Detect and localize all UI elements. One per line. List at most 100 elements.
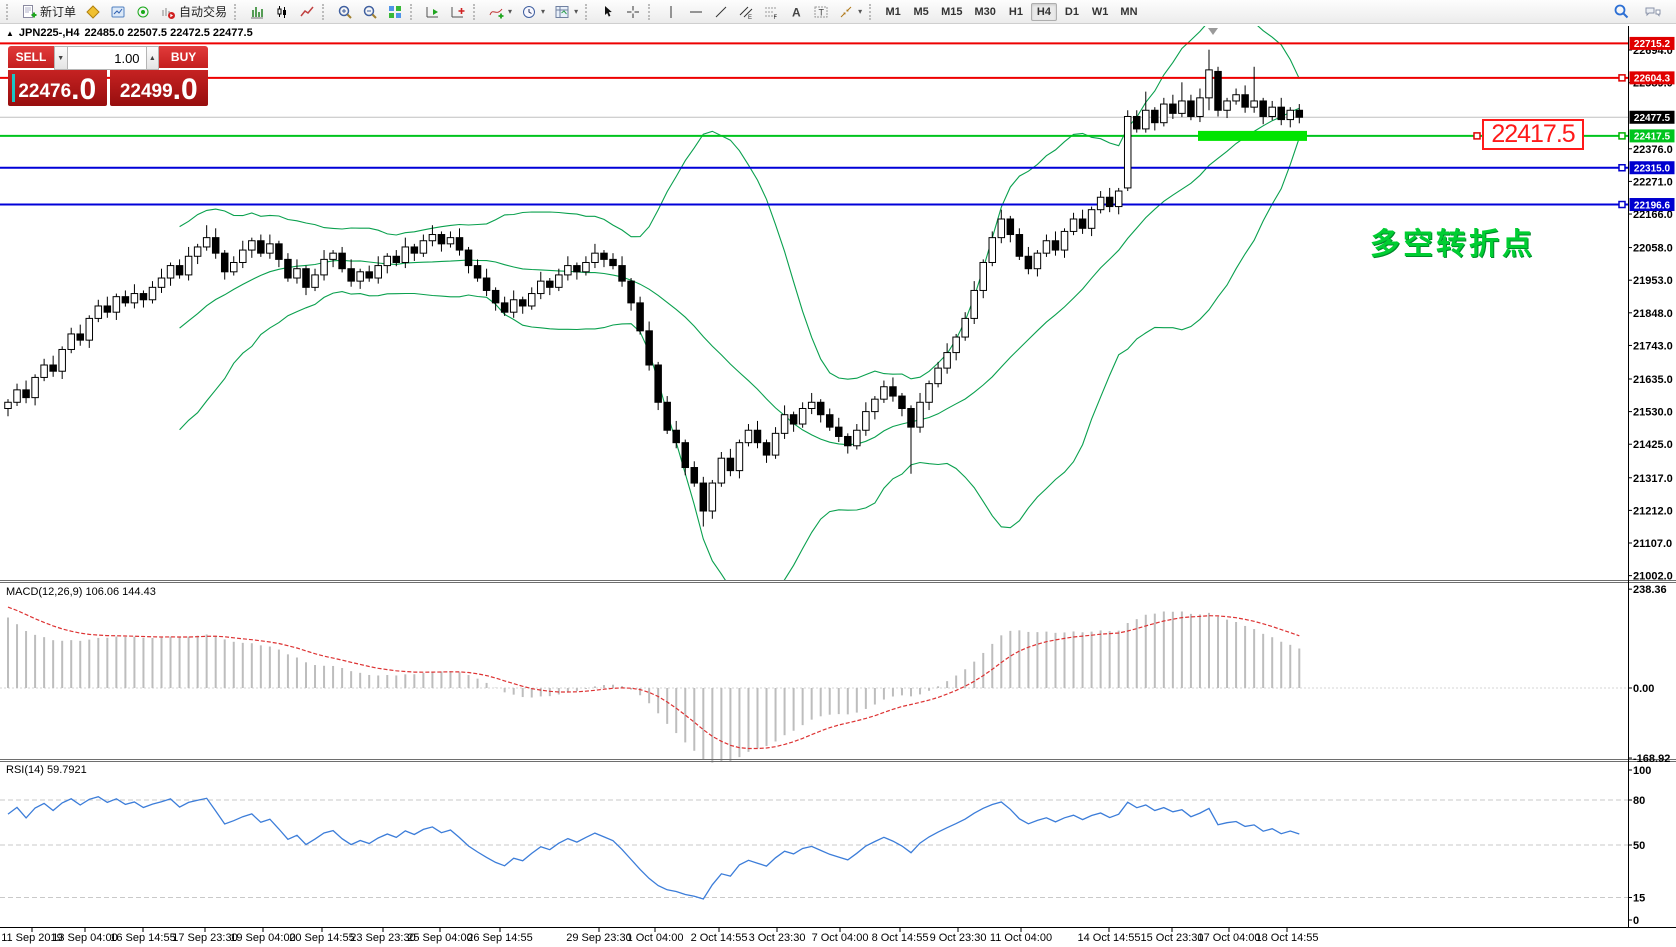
svg-text:22166.0: 22166.0	[1633, 209, 1673, 221]
line-chart-button[interactable]	[295, 2, 319, 22]
market-watch-button[interactable]	[106, 2, 130, 22]
chart-shift-button[interactable]	[446, 2, 470, 22]
rsi-pane	[0, 795, 1628, 900]
auto-scroll-button[interactable]	[421, 2, 445, 22]
svg-text:15: 15	[1633, 893, 1645, 905]
horizontal-line-button[interactable]	[684, 2, 708, 22]
periods-button[interactable]: ▾	[517, 2, 549, 22]
price-axis[interactable]: 22694.022589.022376.022271.022166.022058…	[1628, 36, 1675, 583]
chevron-down-icon[interactable]: ▾	[858, 7, 863, 16]
svg-text:29 Sep 23:30: 29 Sep 23:30	[566, 932, 631, 944]
chart-shift-marker[interactable]	[1208, 28, 1218, 35]
level-lines[interactable]	[0, 42, 1628, 206]
bar-chart-button[interactable]	[245, 2, 269, 22]
crosshair-button[interactable]	[621, 2, 645, 22]
one-click-trading-panel: SELL ▼ ▲ BUY 22476 .0 22499 .0	[8, 46, 208, 106]
support-zone-bar[interactable]	[1198, 130, 1307, 141]
tab-timeframe-M1[interactable]: M1	[880, 3, 906, 21]
profile-icon	[111, 6, 125, 17]
svg-text:19 Sep 04:00: 19 Sep 04:00	[230, 932, 295, 944]
bollinger-bands	[179, 26, 1300, 580]
toolbar-grip[interactable]	[473, 3, 479, 20]
chat-button[interactable]	[1640, 2, 1666, 22]
buy-button[interactable]: BUY	[159, 46, 208, 70]
toolbar-grip[interactable]	[648, 3, 654, 20]
ticket-button[interactable]	[81, 2, 105, 22]
toolbar-grip[interactable]	[6, 3, 12, 20]
toolbar-grip[interactable]	[410, 3, 416, 20]
auto-trading-label: 自动交易	[179, 5, 228, 19]
new-order-label: 新订单	[40, 5, 77, 19]
tab-timeframe-M15[interactable]: M15	[936, 3, 967, 21]
channel-button[interactable]: E	[734, 2, 758, 22]
arrow-shapes-icon	[840, 6, 852, 17]
zoom-in-button[interactable]	[333, 2, 357, 22]
auto-trading-icon	[162, 7, 176, 19]
svg-text:3 Oct 23:30: 3 Oct 23:30	[749, 932, 806, 944]
svg-text:100: 100	[1633, 765, 1651, 777]
tile-windows-button[interactable]	[383, 2, 407, 22]
svg-text:-168.92: -168.92	[1633, 753, 1670, 765]
text-button[interactable]: A	[784, 2, 808, 22]
trendline-button[interactable]	[709, 2, 733, 22]
turning-point-annotation[interactable]: 多空转折点	[1370, 228, 1535, 261]
svg-text:F: F	[774, 15, 778, 20]
toolbar-grip[interactable]	[322, 3, 328, 20]
auto-trading-button[interactable]: 自动交易	[156, 2, 231, 22]
svg-text:11 Oct 04:00: 11 Oct 04:00	[990, 932, 1052, 944]
new-order-button[interactable]: 新订单	[17, 2, 80, 22]
svg-text:T: T	[819, 7, 825, 17]
arrow-shapes-button[interactable]: ▾	[834, 2, 866, 22]
tab-timeframe-MN[interactable]: MN	[1115, 3, 1142, 21]
sell-button[interactable]: SELL	[8, 46, 54, 70]
cursor-button[interactable]	[596, 2, 620, 22]
templates-button[interactable]: ▾	[550, 2, 582, 22]
search-button[interactable]	[1609, 2, 1634, 22]
tab-timeframe-H1[interactable]: H1	[1003, 3, 1029, 21]
indicators-button[interactable]: ▾	[484, 2, 516, 22]
svg-text:21848.0: 21848.0	[1633, 308, 1673, 320]
line-anchors[interactable]	[1473, 74, 1626, 209]
toolbar-grip[interactable]	[585, 3, 591, 20]
signal-button[interactable]	[131, 2, 155, 22]
chevron-down-icon[interactable]: ▾	[541, 7, 546, 16]
toolbar-grip[interactable]	[869, 3, 875, 20]
price-level-annotation[interactable]: 22417.5	[1482, 119, 1584, 150]
collapse-triangle-icon[interactable]: ▲	[6, 28, 14, 38]
zoom-out-button[interactable]	[358, 2, 382, 22]
svg-text:E: E	[748, 15, 752, 20]
text-label-button[interactable]: T	[809, 2, 833, 22]
tab-timeframe-D1[interactable]: D1	[1059, 3, 1085, 21]
candlestick-chart-button[interactable]	[270, 2, 294, 22]
volume-input[interactable]	[67, 46, 146, 70]
volume-increase-button[interactable]: ▲	[145, 46, 160, 70]
sell-price-main: 22476	[18, 81, 72, 102]
tab-timeframe-M30[interactable]: M30	[970, 3, 1001, 21]
text-icon: A	[792, 5, 801, 19]
sell-price-display[interactable]: 22476 .0	[8, 70, 107, 106]
svg-text:80: 80	[1633, 795, 1645, 807]
tick-direction-bar	[12, 74, 15, 102]
svg-text:22315.0: 22315.0	[1634, 164, 1671, 175]
chevron-down-icon[interactable]: ▾	[574, 7, 579, 16]
text-label-icon: T	[814, 6, 828, 17]
rsi-indicator-label: RSI(14) 59.7921	[6, 764, 87, 776]
chevron-down-icon[interactable]: ▾	[508, 7, 513, 16]
buy-price-display[interactable]: 22499 .0	[109, 70, 208, 106]
volume-decrease-button[interactable]: ▼	[53, 46, 68, 70]
candlestick-chart-icon	[277, 5, 287, 18]
vertical-line-button[interactable]	[659, 2, 683, 22]
tab-timeframe-H4[interactable]: H4	[1030, 2, 1057, 21]
fibonacci-button[interactable]: F	[759, 2, 783, 22]
bar-chart-icon	[251, 6, 264, 18]
svg-text:2 Oct 14:55: 2 Oct 14:55	[691, 932, 748, 944]
tab-timeframe-W1[interactable]: W1	[1087, 3, 1114, 21]
new-order-icon	[23, 4, 37, 18]
tab-timeframe-M5[interactable]: M5	[908, 3, 934, 21]
svg-text:21743.0: 21743.0	[1633, 340, 1673, 352]
svg-text:22376.0: 22376.0	[1633, 144, 1673, 156]
toolbar-grip[interactable]	[234, 3, 240, 20]
